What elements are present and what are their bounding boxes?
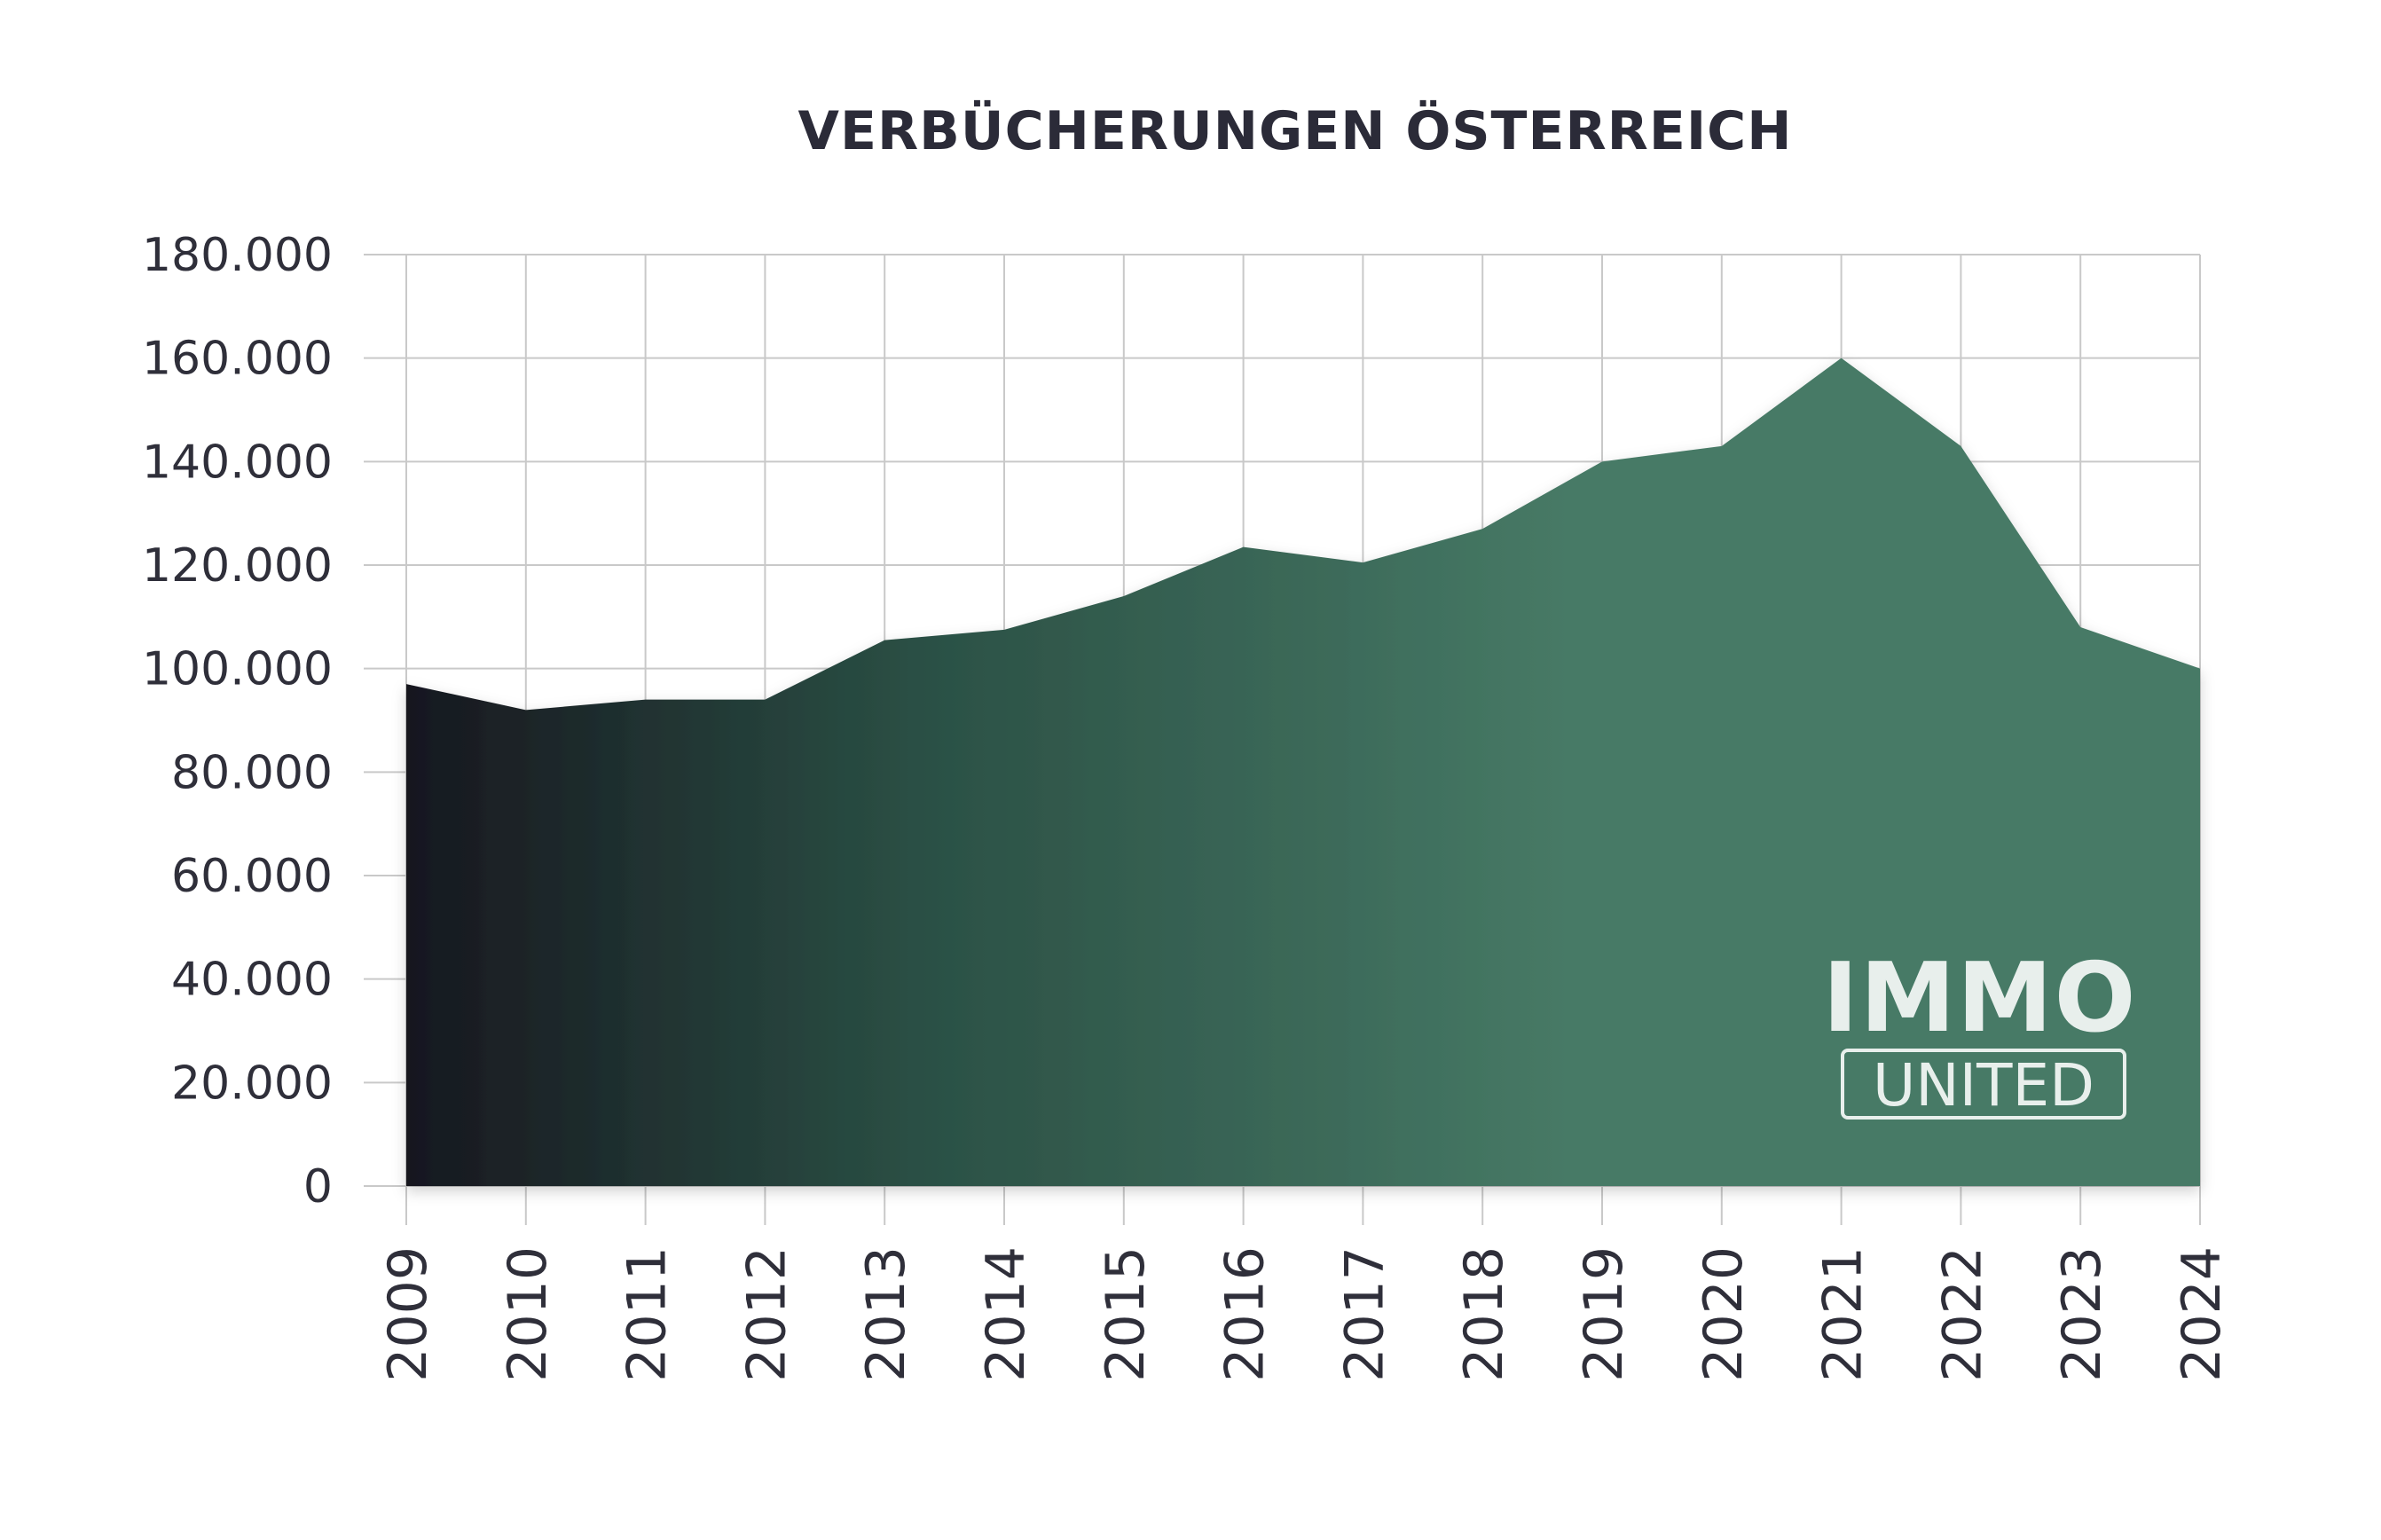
y-tick-label: 60.000	[171, 850, 333, 903]
x-tick-label-2012: 2012	[735, 1246, 798, 1382]
y-tick-label: 140.000	[142, 436, 333, 489]
x-tick-label-2024: 2024	[2171, 1246, 2233, 1382]
area-fill	[406, 358, 2200, 1187]
x-tick-label-2021: 2021	[1812, 1246, 1874, 1382]
y-tick-label: 160.000	[142, 333, 333, 386]
logo-text-united: UNITED	[1873, 1051, 2094, 1120]
x-tick-label-2018: 2018	[1453, 1246, 1515, 1382]
chart-title: VERBÜCHERUNGEN ÖSTERREICH	[798, 99, 1793, 162]
x-tick-label-2014: 2014	[975, 1246, 1037, 1382]
y-tick-label: 80.000	[171, 746, 333, 799]
y-tick-label: 120.000	[142, 539, 333, 593]
immo-united-logo: IMMO UNITED	[1823, 943, 2138, 1120]
x-tick-label-2019: 2019	[1573, 1246, 1635, 1382]
x-tick-label-2017: 2017	[1333, 1246, 1395, 1382]
y-tick-label: 20.000	[171, 1057, 333, 1110]
logo-text-immo: IMMO	[1823, 943, 2138, 1054]
x-tick-label-2010: 2010	[497, 1246, 559, 1382]
y-tick-label: 0	[303, 1160, 333, 1214]
x-tick-label-2023: 2023	[2051, 1246, 2113, 1382]
y-tick-label: 100.000	[142, 643, 333, 696]
y-axis-ticks: 0 20.000 40.000 60.000 80.000 100.000 120.000 1…	[142, 229, 333, 1214]
x-tick-label-2015: 2015	[1095, 1246, 1157, 1382]
x-axis-ticks: 2009 2010 2011 2012 2013 2014 2015 2016 2017 2018…	[377, 1246, 2233, 1382]
x-tick-label-2013: 2013	[855, 1246, 917, 1382]
logo-box	[1841, 1049, 2126, 1120]
x-tick-label-2011: 2011	[617, 1246, 679, 1382]
x-tick-label-2009: 2009	[377, 1246, 439, 1382]
y-tick-label: 180.000	[142, 229, 333, 282]
x-tick-label-2022: 2022	[1931, 1246, 1993, 1382]
area-series	[406, 358, 2200, 1187]
y-tick-label: 40.000	[171, 954, 333, 1007]
x-tick-label-2020: 2020	[1693, 1246, 1755, 1382]
x-tick-label-2016: 2016	[1214, 1246, 1277, 1382]
